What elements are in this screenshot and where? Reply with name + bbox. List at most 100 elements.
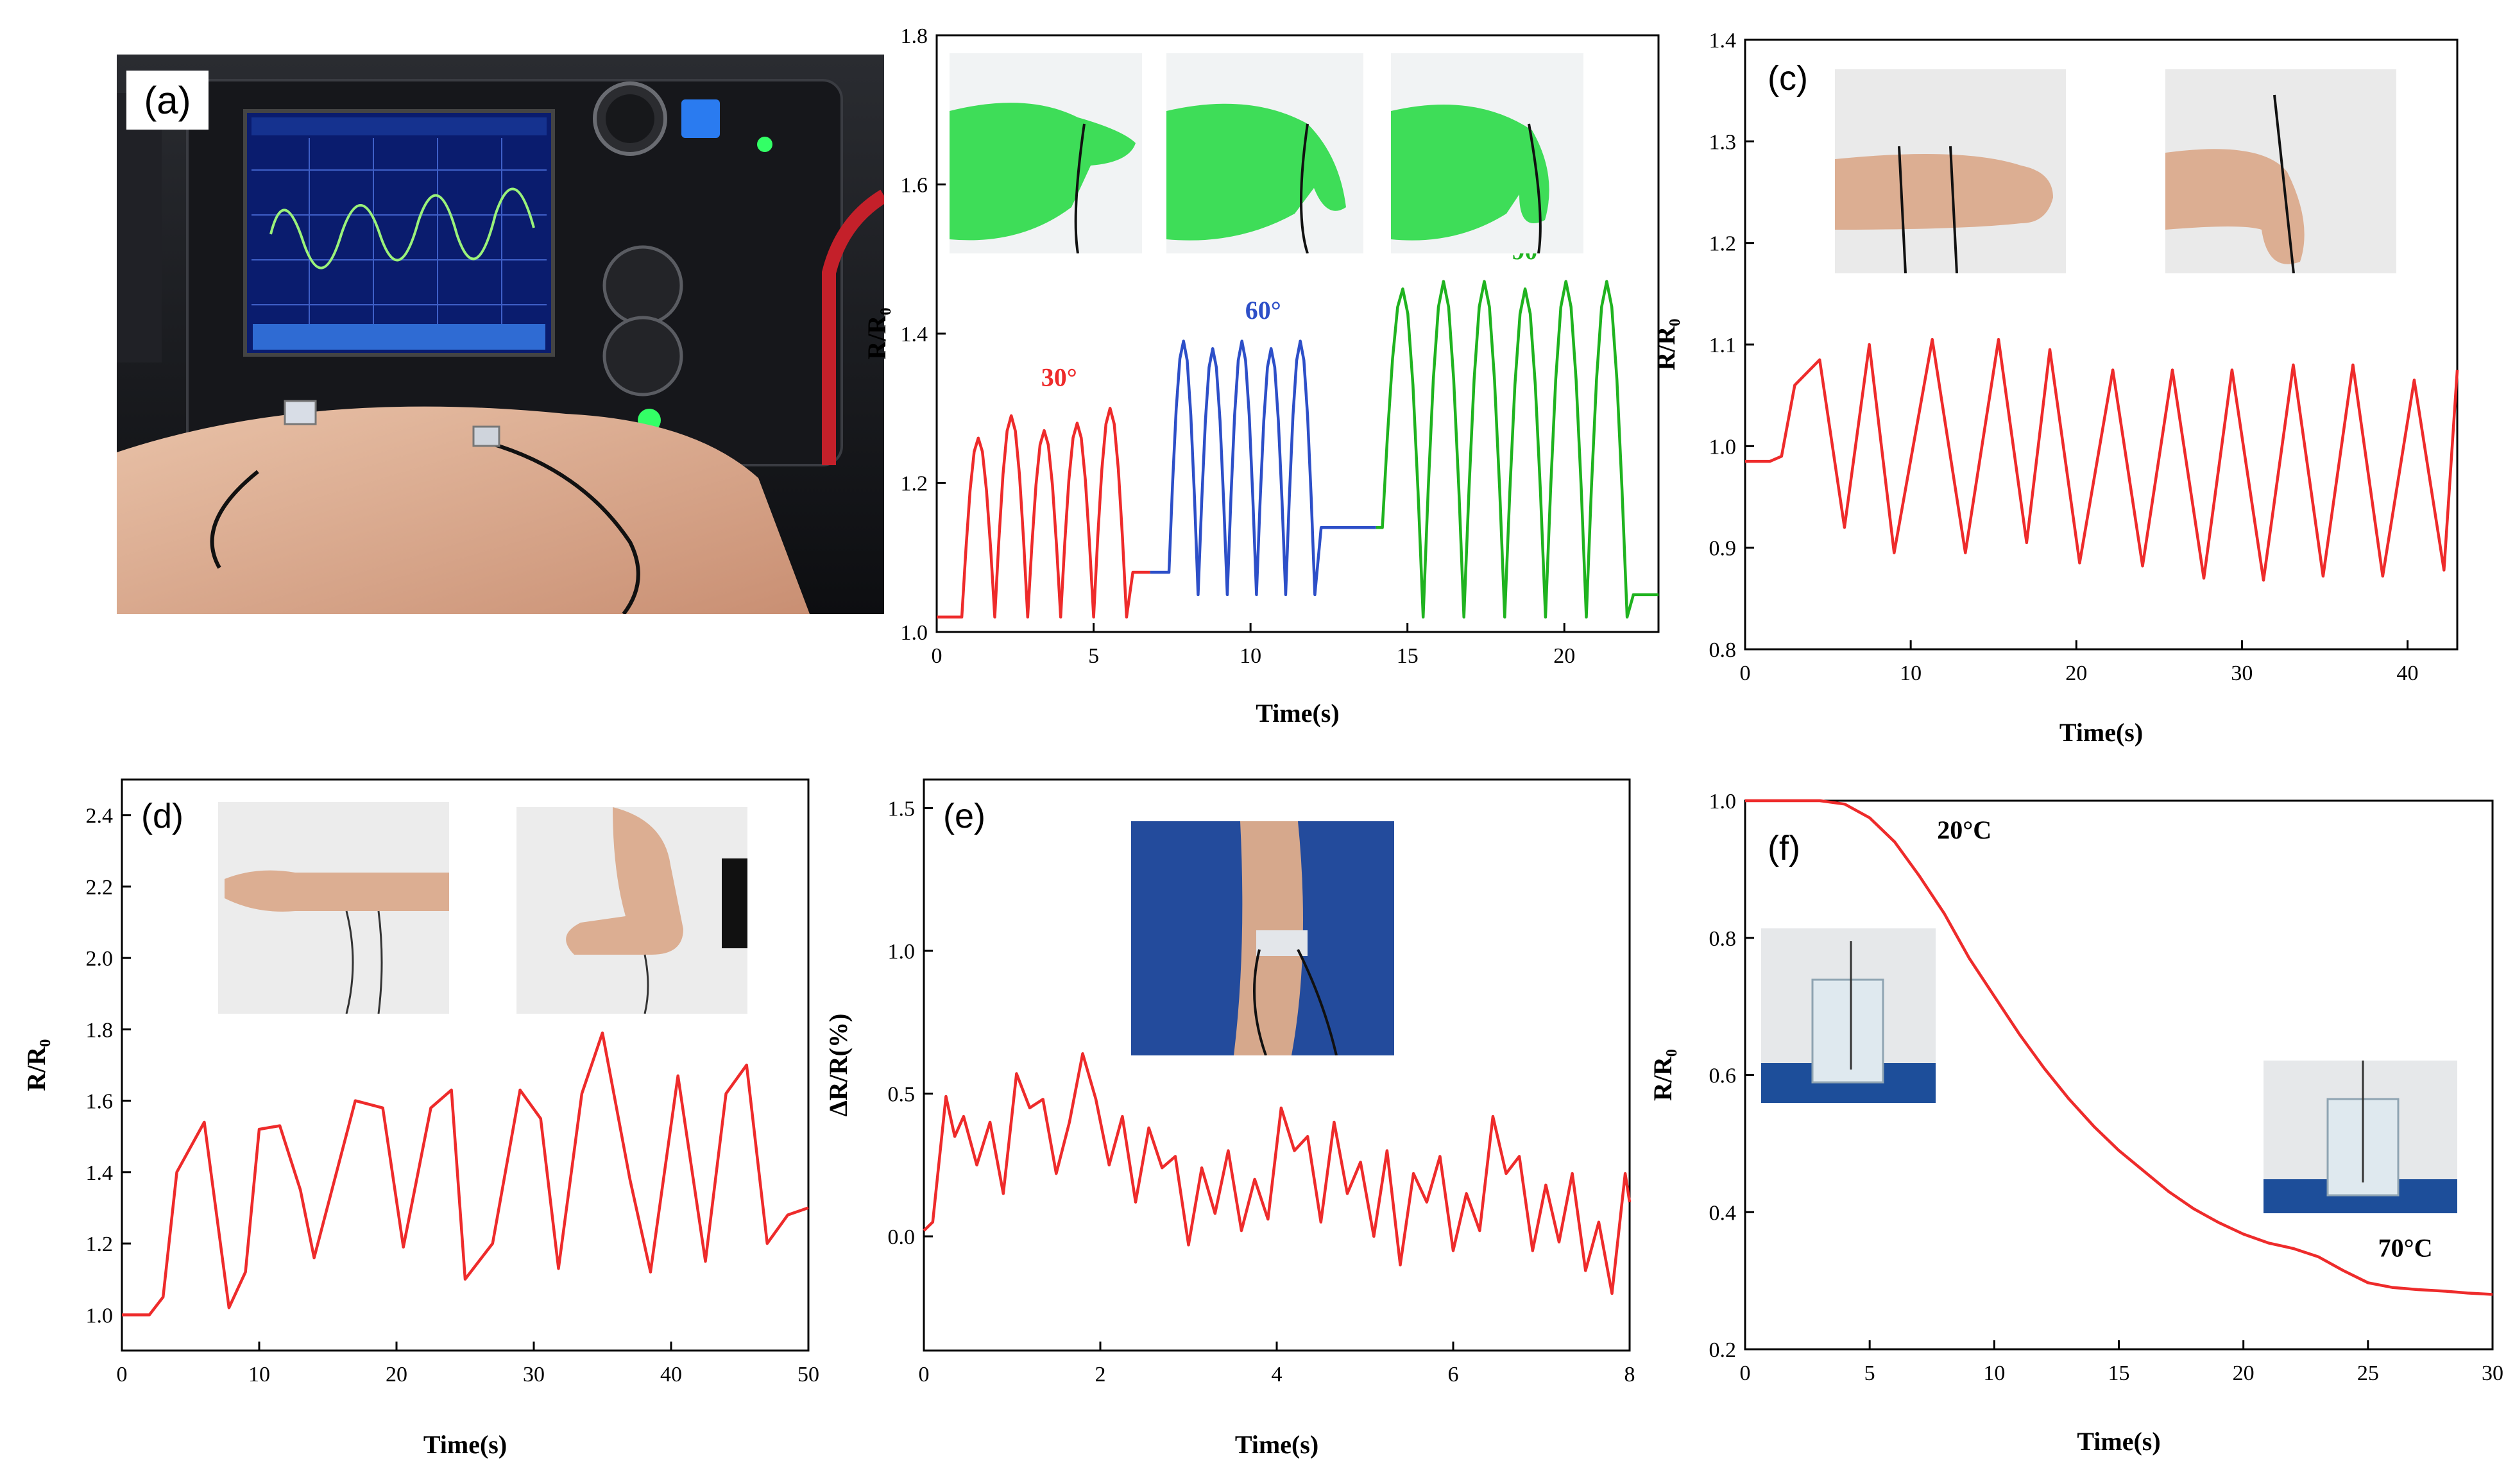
x-tick-label: 20 [1553, 644, 1575, 668]
x-tick-label: 10 [1983, 1361, 2005, 1385]
panel-c-series-0 [1745, 337, 2459, 582]
y-axis-label: R/R₀ [1651, 319, 1680, 371]
y-tick-label: 0.4 [1709, 1201, 1737, 1225]
inset-photo-f2 [2264, 1061, 2457, 1213]
panel-f-label: (f) [1768, 829, 1800, 867]
beaker-hot-icon [2264, 1061, 2457, 1213]
y-tick-label: 1.1 [1709, 334, 1737, 357]
wrist-bent-icon [2165, 94, 2305, 273]
x-tick-label: 0 [932, 644, 942, 668]
annotation: 30° [1041, 362, 1077, 391]
panel-d-frame [121, 778, 810, 1352]
inset-photo-e [1131, 821, 1394, 1055]
y-tick-label: 0.0 [888, 1225, 916, 1249]
y-tick-label: 1.4 [901, 323, 928, 346]
y-tick-label: 1.0 [901, 621, 928, 645]
annotation: 20°C [1937, 815, 1991, 844]
panel-e-label: (e) [943, 797, 985, 835]
inset-photo-b1 [950, 53, 1142, 253]
y-tick-label: 1.8 [86, 1018, 114, 1042]
panel-d-label: (d) [141, 797, 183, 835]
inset-photo-c2 [2165, 69, 2396, 273]
y-axis-label: R/R₀ [22, 1039, 51, 1091]
y-tick-label: 1.4 [1709, 29, 1737, 53]
y-tick-label: 1.6 [901, 174, 928, 198]
panel-b-series-2 [1376, 280, 1658, 619]
inset-photo-b3 [1391, 53, 1583, 253]
inset-photo-d2 [516, 807, 747, 1014]
y-axis-label: R/R₀ [1648, 1049, 1677, 1101]
panel-e-chart: 0 2 4 6 8 0.0 0.5 1.0 1.5 Time(s) ΔR/R(%) (e) [824, 778, 1635, 1459]
y-tick-label: 1.0 [1709, 435, 1737, 459]
x-tick-label: 40 [660, 1363, 682, 1386]
x-tick-label: 25 [2357, 1361, 2379, 1385]
beaker-cold-icon [1761, 941, 1936, 1103]
y-tick-label: 0.2 [1709, 1338, 1737, 1362]
x-tick-label: 30 [2482, 1361, 2503, 1385]
instrument-photo-icon [117, 55, 884, 614]
finger-90-icon [1391, 105, 1549, 253]
pulse-wrist-icon [1234, 821, 1338, 1055]
y-tick-label: 1.0 [1709, 790, 1737, 814]
panel-d-series-0 [122, 1031, 809, 1317]
y-tick-label: 0.8 [1709, 927, 1737, 951]
x-axis-label: Time(s) [1256, 699, 1339, 728]
x-tick-label: 20 [2233, 1361, 2255, 1385]
panel-a-photo: (a) [117, 55, 884, 614]
y-tick-label: 1.2 [86, 1232, 114, 1256]
x-tick-label: 30 [523, 1363, 545, 1386]
x-tick-label: 15 [1397, 644, 1419, 668]
annotation: 60° [1245, 296, 1281, 325]
inset-photo-f1 [1761, 928, 1936, 1103]
x-tick-label: 10 [248, 1363, 270, 1386]
panel-b-series-0 [937, 407, 1150, 619]
x-tick-label: 0 [1740, 1361, 1751, 1385]
panel-f-chart: 0 5 10 15 20 25 30 0.2 0.4 0.6 0.8 1.0 Time(s) R/R₀ (f… [1648, 790, 2503, 1456]
y-tick-label: 1.2 [901, 472, 928, 496]
y-tick-label: 2.2 [86, 876, 114, 900]
y-tick-label: 1.4 [86, 1161, 114, 1185]
x-tick-label: 15 [2108, 1361, 2130, 1385]
panel-c-chart: 0 10 20 30 40 0.8 0.9 1.0 1.1 1.2 1.3 1.4 Time(s) R/R… [1651, 29, 2459, 747]
x-axis-label: Time(s) [423, 1430, 507, 1459]
x-tick-label: 10 [1240, 644, 1261, 668]
annotation: 70°C [2378, 1234, 2433, 1263]
x-tick-label: 0 [117, 1363, 128, 1386]
inset-photo-d1 [218, 802, 449, 1014]
inset-photo-c1 [1835, 69, 2066, 273]
y-tick-label: 1.8 [901, 24, 928, 48]
x-tick-label: 0 [919, 1363, 930, 1386]
y-tick-label: 2.0 [86, 947, 114, 971]
x-tick-label: 6 [1448, 1363, 1459, 1386]
panel-d-chart: 0 10 20 30 40 50 1.0 1.2 1.4 1.6 1.8 2.0 2.2 2.4 Time(… [22, 778, 819, 1459]
x-tick-label: 5 [1088, 644, 1099, 668]
panel-e-series-0 [923, 1052, 1632, 1295]
x-tick-label: 10 [1900, 661, 1922, 685]
x-tick-label: 20 [386, 1363, 407, 1386]
x-tick-label: 0 [1740, 661, 1751, 685]
y-tick-label: 1.2 [1709, 232, 1737, 256]
y-tick-label: 0.8 [1709, 638, 1737, 662]
x-tick-label: 5 [1864, 1361, 1875, 1385]
panel-c-label: (c) [1768, 59, 1808, 98]
finger-60-icon [1166, 103, 1346, 253]
panel-f-series-0 [1745, 799, 2493, 1296]
y-tick-label: 0.9 [1709, 537, 1737, 561]
x-tick-label: 8 [1624, 1363, 1635, 1386]
x-axis-label: Time(s) [2059, 718, 2143, 747]
x-tick-label: 4 [1272, 1363, 1283, 1386]
x-axis-label: Time(s) [1235, 1430, 1318, 1459]
y-axis-label: R/R₀ [862, 308, 891, 360]
arm-straight-icon [225, 870, 449, 1014]
inset-photo-b2 [1166, 53, 1363, 253]
wrist-flat-icon [1835, 146, 2053, 273]
panel-a-label: (a) [126, 71, 209, 130]
x-tick-label: 20 [2065, 661, 2087, 685]
y-tick-label: 1.5 [888, 797, 916, 821]
panel-b-series-1 [1150, 339, 1376, 597]
x-axis-label: Time(s) [2077, 1427, 2160, 1456]
y-tick-label: 1.6 [86, 1090, 114, 1114]
finger-30-icon [950, 103, 1136, 253]
x-tick-label: 40 [2397, 661, 2419, 685]
x-tick-label: 2 [1095, 1363, 1106, 1386]
